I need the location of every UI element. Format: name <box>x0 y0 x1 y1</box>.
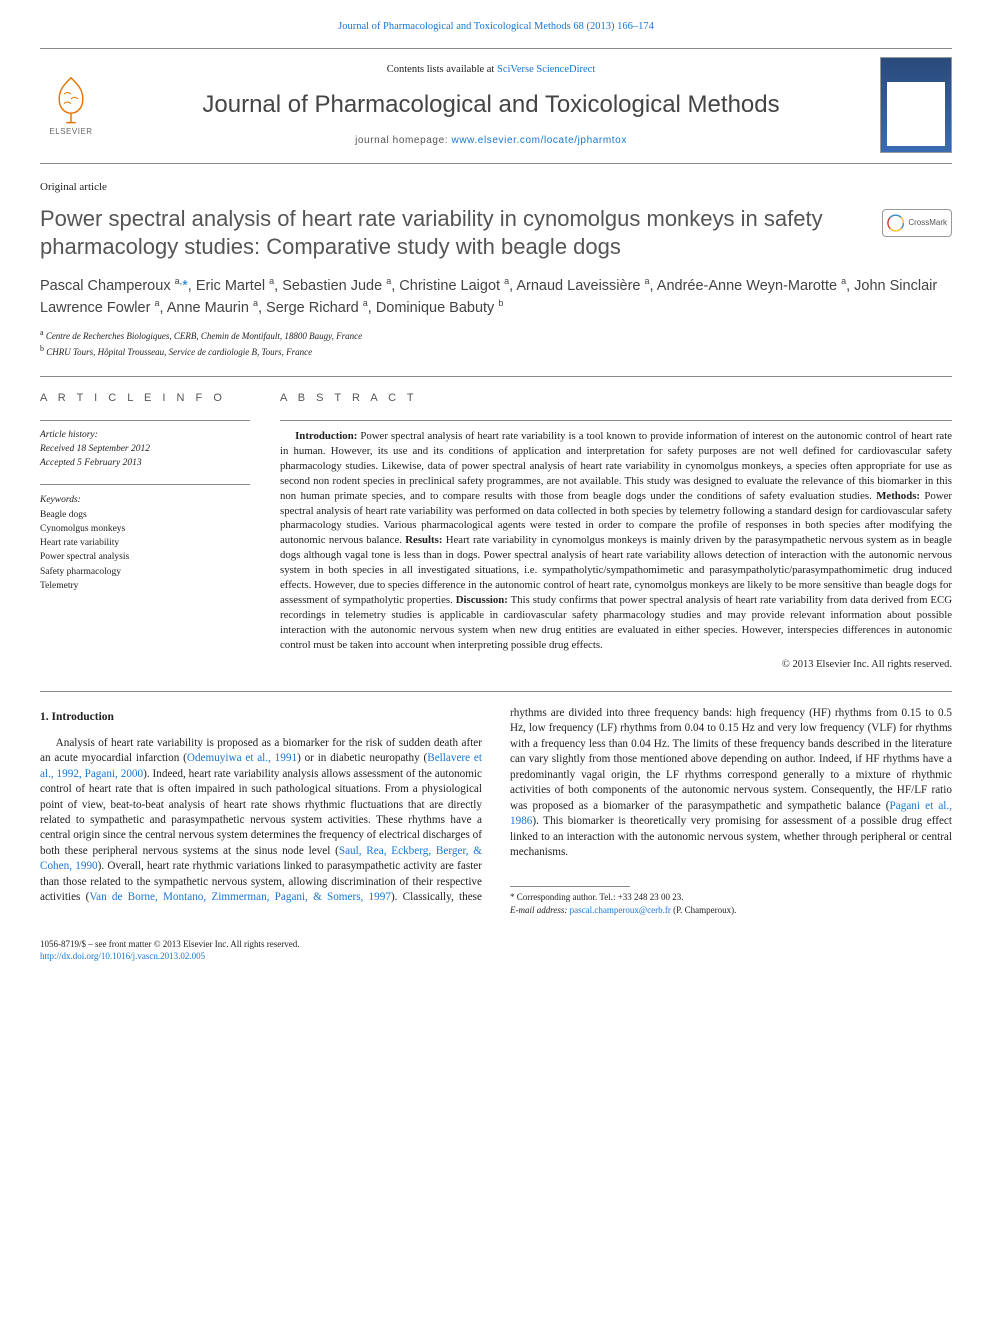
corresponding-author: * Corresponding author. Tel.: +33 248 23… <box>510 891 952 903</box>
footnotes: * Corresponding author. Tel.: +33 248 23… <box>510 891 952 915</box>
homepage-link[interactable]: www.elsevier.com/locate/jpharmtox <box>452 135 627 146</box>
article-info-label: A R T I C L E I N F O <box>40 391 250 406</box>
history-label: Article history: <box>40 429 250 443</box>
keywords-block: Keywords: Beagle dogsCynomolgus monkeysH… <box>40 484 250 593</box>
email-link[interactable]: pascal.champeroux@cerb.fr <box>570 905 671 915</box>
front-matter-line: 1056-8719/$ – see front matter © 2013 El… <box>40 938 952 950</box>
keyword-item: Power spectral analysis <box>40 550 250 564</box>
body-columns: 1. Introduction Analysis of heart rate v… <box>40 706 952 916</box>
keyword-item: Safety pharmacology <box>40 565 250 579</box>
homepage-line: journal homepage: www.elsevier.com/locat… <box>116 134 866 148</box>
abstract-methods-runin: Methods: <box>876 490 920 502</box>
crossmark-icon <box>887 214 904 232</box>
ref-link[interactable]: Odemuyiwa et al., 1991 <box>187 752 297 764</box>
body-text: ). <box>98 860 108 872</box>
homepage-prefix: journal homepage: <box>355 135 451 146</box>
article-history: Article history: Received 18 September 2… <box>40 420 250 470</box>
masthead-citation-link[interactable]: Journal of Pharmacological and Toxicolog… <box>338 21 654 32</box>
email-label: E-mail address: <box>510 905 570 915</box>
footnote-rule <box>510 886 630 887</box>
abstract-column: A B S T R A C T Introduction: Power spec… <box>280 391 952 673</box>
contents-line: Contents lists available at SciVerse Sci… <box>116 63 866 77</box>
masthead-center: Contents lists available at SciVerse Sci… <box>116 63 866 147</box>
masthead: ELSEVIER Contents lists available at Sci… <box>40 48 952 164</box>
keyword-item: Cynomolgus monkeys <box>40 522 250 536</box>
body-para-1: Analysis of heart rate variability is pr… <box>40 706 952 916</box>
email-suffix: (P. Champeroux). <box>671 905 737 915</box>
crossmark-badge[interactable]: CrossMark <box>882 209 952 237</box>
doi-link[interactable]: http://dx.doi.org/10.1016/j.vascn.2013.0… <box>40 951 205 961</box>
elsevier-tree-icon <box>47 73 95 125</box>
divider <box>40 376 952 377</box>
keyword-item: Heart rate variability <box>40 536 250 550</box>
journal-title: Journal of Pharmacological and Toxicolog… <box>116 89 866 121</box>
publisher-brand: ELSEVIER <box>49 127 92 138</box>
keywords-list: Beagle dogsCynomolgus monkeysHeart rate … <box>40 508 250 594</box>
abstract-intro-text: Power spectral analysis of heart rate va… <box>280 430 952 502</box>
history-accepted: Accepted 5 February 2013 <box>40 457 250 471</box>
contents-prefix: Contents lists available at <box>387 64 497 75</box>
bottom-matter: 1056-8719/$ – see front matter © 2013 El… <box>40 938 952 962</box>
ref-link[interactable]: Van de Borne, Montano, Zimmerman, Pagani… <box>89 891 391 903</box>
paper-title: Power spectral analysis of heart rate va… <box>40 205 952 261</box>
article-type: Original article <box>40 180 952 195</box>
journal-cover-thumb <box>880 57 952 153</box>
abstract-intro-runin: Introduction: <box>295 430 357 442</box>
abstract-copyright: © 2013 Elsevier Inc. All rights reserved… <box>280 658 952 672</box>
abstract-label: A B S T R A C T <box>280 391 952 406</box>
history-received: Received 18 September 2012 <box>40 443 250 457</box>
affiliations: a Centre de Recherches Biologiques, CERB… <box>40 327 952 358</box>
body-text: ). This biomarker is theoretically very … <box>510 815 952 858</box>
article-info-column: A R T I C L E I N F O Article history: R… <box>40 391 250 673</box>
info-abstract-row: A R T I C L E I N F O Article history: R… <box>40 391 952 673</box>
keyword-item: Beagle dogs <box>40 508 250 522</box>
masthead-citation: Journal of Pharmacological and Toxicolog… <box>40 20 952 34</box>
keywords-label: Keywords: <box>40 493 250 507</box>
paper-title-text: Power spectral analysis of heart rate va… <box>40 206 823 259</box>
abstract-discussion-runin: Discussion: <box>456 594 508 606</box>
keyword-item: Telemetry <box>40 579 250 593</box>
authors: Pascal Champeroux a,*, Eric Martel a, Se… <box>40 275 952 319</box>
email-line: E-mail address: pascal.champeroux@cerb.f… <box>510 904 952 916</box>
body-text: ) or in diabetic neuropathy ( <box>297 752 427 764</box>
abstract-text: Introduction: Power spectral analysis of… <box>280 420 952 673</box>
publisher-logo: ELSEVIER <box>40 71 102 139</box>
divider <box>40 691 952 692</box>
crossmark-label: CrossMark <box>908 218 947 228</box>
sciencedirect-link[interactable]: SciVerse ScienceDirect <box>497 64 595 75</box>
body-text: ). Indeed, heart rate variability analys… <box>40 768 482 857</box>
section-heading-1: 1. Introduction <box>40 710 482 726</box>
abstract-results-runin: Results: <box>405 534 442 546</box>
